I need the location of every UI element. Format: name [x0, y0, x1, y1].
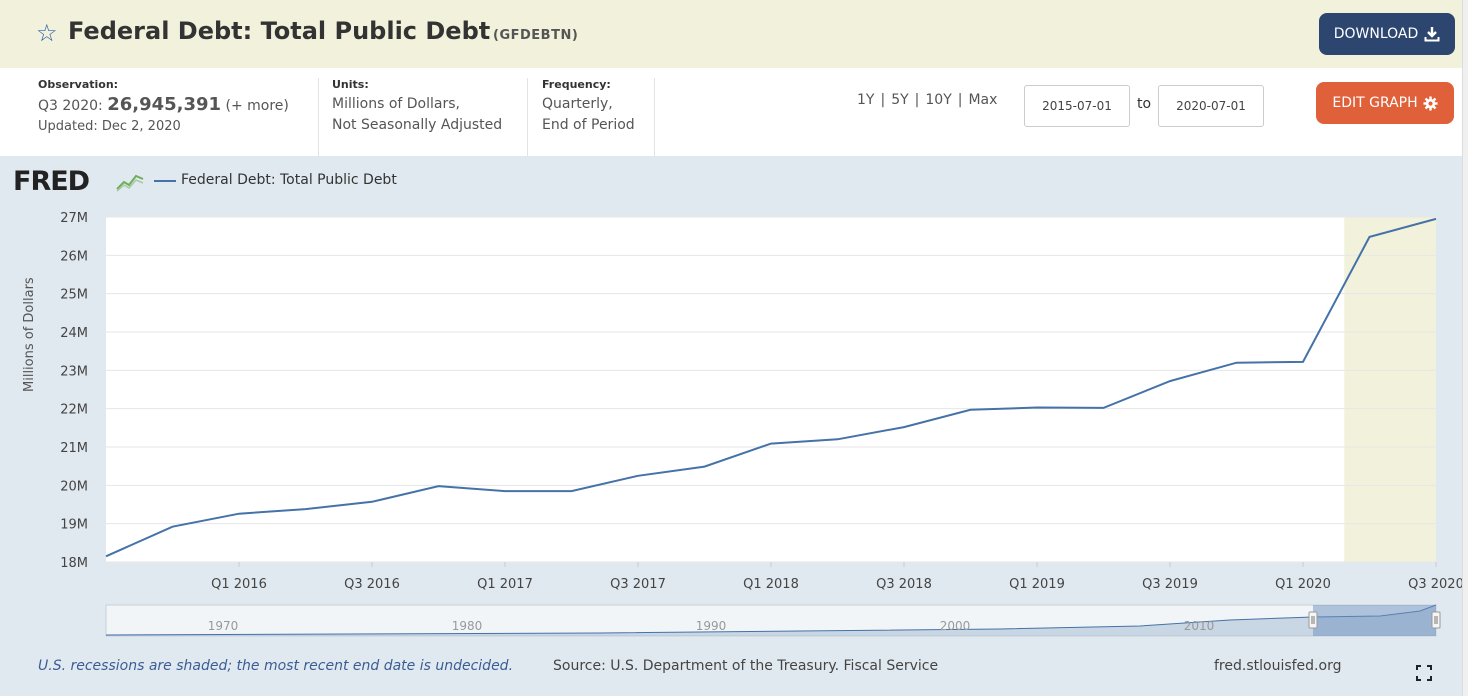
units-line1: Millions of Dollars, — [332, 96, 460, 112]
star-icon[interactable]: ☆ — [36, 19, 58, 47]
end-date-input[interactable]: 2020-07-01 — [1158, 85, 1264, 127]
range-max-link[interactable]: Max — [968, 92, 998, 108]
frequency-block: Frequency: Quarterly, End of Period — [528, 78, 655, 156]
updated-date: Updated: Dec 2, 2020 — [38, 119, 181, 134]
edit-graph-label: EDIT GRAPH — [1332, 95, 1418, 111]
units-label: Units: — [332, 78, 369, 91]
series-header: ☆ Federal Debt: Total Public Debt (GFDEB… — [0, 0, 1462, 68]
start-date-input[interactable]: 2015-07-01 — [1024, 85, 1130, 127]
range-1y-link[interactable]: 1Y — [857, 92, 875, 108]
source-text[interactable]: Source: U.S. Department of the Treasury.… — [553, 658, 939, 674]
fullscreen-icon[interactable] — [1416, 665, 1432, 681]
units-line2: Not Seasonally Adjusted — [332, 117, 503, 133]
graph-panel: FRED Federal Debt: Total Public Debt — [0, 156, 1462, 696]
download-icon — [1424, 27, 1440, 42]
download-button[interactable]: DOWNLOAD — [1319, 13, 1455, 55]
units-block: Units: Millions of Dollars, Not Seasonal… — [319, 78, 528, 156]
date-range-links: 1Y | 5Y | 10Y | Max — [857, 92, 998, 108]
page-title: Federal Debt: Total Public Debt — [68, 17, 491, 45]
to-label: to — [1137, 96, 1152, 112]
recession-note: U.S. recessions are shaded; the most rec… — [38, 658, 514, 674]
frequency-line2: End of Period — [542, 117, 635, 133]
range-5y-link[interactable]: 5Y — [891, 92, 909, 108]
observation-label: Observation: — [38, 78, 119, 91]
fred-logo-chart-icon — [116, 174, 144, 192]
edit-graph-button[interactable]: EDIT GRAPH — [1316, 82, 1454, 124]
fred-logo: FRED — [13, 166, 90, 197]
gear-icon — [1423, 95, 1438, 111]
series-meta: Observation: Q3 2020: 26,945,391 (+ more… — [0, 68, 1462, 156]
observation-period: Q3 2020: — [38, 98, 103, 114]
download-button-label: DOWNLOAD — [1333, 26, 1419, 42]
scrollbar-track[interactable] — [1462, 0, 1468, 696]
legend-label: Federal Debt: Total Public Debt — [181, 172, 397, 188]
observation-block: Observation: Q3 2020: 26,945,391 (+ more… — [38, 78, 319, 156]
fred-url[interactable]: fred.stlouisfed.org — [1214, 658, 1342, 674]
range-10y-link[interactable]: 10Y — [925, 92, 952, 108]
frequency-line1: Quarterly, — [542, 96, 613, 112]
y-axis-label: Millions of Dollars — [22, 277, 37, 392]
frequency-label: Frequency: — [542, 78, 611, 91]
observation-more-link[interactable]: (+ more) — [225, 98, 289, 114]
observation-value: 26,945,391 — [107, 94, 222, 115]
series-id: (GFDEBTN) — [493, 28, 579, 43]
legend-swatch — [154, 180, 176, 182]
